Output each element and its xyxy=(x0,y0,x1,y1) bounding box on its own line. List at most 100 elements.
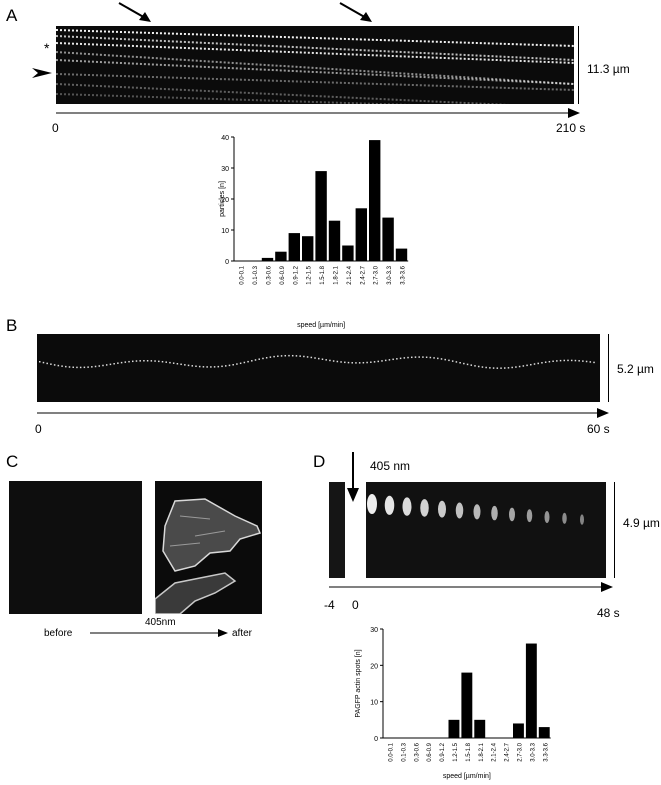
kymo-dot xyxy=(299,355,301,357)
kymo-dot xyxy=(184,364,186,366)
kymo-dot xyxy=(355,362,357,364)
after-label: after xyxy=(232,628,253,639)
x-tick-label: 0.1-0.3 xyxy=(401,742,407,761)
kymo-dot xyxy=(314,357,316,359)
time-end-d: 48 s xyxy=(597,606,620,620)
scale-label-a: 11.3 µm xyxy=(587,62,630,76)
kymo-dot xyxy=(79,366,82,369)
kymo-dot xyxy=(582,360,584,362)
kymo-dot xyxy=(384,359,387,362)
x-tick-label: 2.1-2.4 xyxy=(347,265,353,284)
kymo-dot xyxy=(556,360,558,362)
kymo-dot xyxy=(109,363,112,366)
kymo-dot xyxy=(76,366,78,369)
kymo-dot xyxy=(585,360,588,363)
kymo-dot xyxy=(437,357,439,360)
x-tick-label: 1.8-2.1 xyxy=(479,742,485,761)
kymo-dot xyxy=(329,359,331,362)
kymo-dot xyxy=(347,361,350,364)
x-tick-label: 0.3-0.6 xyxy=(267,265,273,284)
bar xyxy=(302,236,314,261)
kymo-dot xyxy=(65,365,67,368)
kymo-dot xyxy=(284,354,287,357)
kymo-dot xyxy=(306,356,309,358)
histogram-a: 0 10 20 30 40 0.0-0.1 0.1-0.3 0.3-0.6 0.6-0.9 0.9… xyxy=(219,135,409,329)
time-arrow-b xyxy=(37,408,609,418)
kymo-dot xyxy=(574,359,577,362)
kymo-dot xyxy=(440,358,443,360)
panel-letter-a: A xyxy=(6,6,18,25)
kymo-dot xyxy=(589,361,592,363)
asterisk-marker: * xyxy=(44,40,50,56)
kymo-dot xyxy=(433,357,435,359)
kymo-dot xyxy=(239,362,242,365)
kymo-dot xyxy=(403,357,406,359)
x-tick-label: 0.1-0.3 xyxy=(253,265,259,284)
arrow-label-405nm: 405nm xyxy=(145,617,176,628)
kymo-dot xyxy=(377,360,380,363)
kymo-dot xyxy=(68,366,71,368)
kymo-dot xyxy=(548,360,551,363)
time-start-b: 0 xyxy=(35,422,42,436)
kymo-dot xyxy=(578,360,580,362)
y-tick-label: 10 xyxy=(370,700,378,707)
arrowhead-icon xyxy=(32,68,52,78)
scale-bar-a xyxy=(578,26,579,104)
y-tick-label: 30 xyxy=(221,166,229,173)
x-tick-label: 0.6-0.9 xyxy=(427,742,433,761)
kymo-dot xyxy=(91,366,93,368)
kymo-dot xyxy=(559,359,562,362)
laser-label: 405 nm xyxy=(370,459,411,473)
kymo-dot xyxy=(533,363,536,365)
kymo-dot xyxy=(522,365,525,367)
kymo-dot xyxy=(537,362,539,365)
kymo-dot xyxy=(544,361,547,363)
x-tick-label: 1.2-1.5 xyxy=(453,742,459,761)
kymo-dot xyxy=(280,355,283,357)
kymo-dot xyxy=(161,360,164,363)
kymo-dot xyxy=(191,365,194,367)
y-tick-label: 40 xyxy=(221,135,229,142)
x-tick-label: 0.0-0.1 xyxy=(388,742,394,761)
bar xyxy=(525,643,537,738)
bar xyxy=(288,233,300,261)
kymo-dot xyxy=(72,366,74,369)
kymo-dot xyxy=(254,359,257,361)
scale-label-d: 4.9 µm xyxy=(623,516,660,530)
kymo-dot xyxy=(451,360,454,362)
kymo-dot xyxy=(105,364,108,366)
kymo-dot xyxy=(530,363,532,366)
kymo-dot xyxy=(515,366,517,368)
kymo-dot xyxy=(392,358,394,361)
kymo-spot xyxy=(544,511,550,523)
x-tick-label: 3.3-3.6 xyxy=(543,742,549,761)
kymo-dot xyxy=(429,356,432,359)
time-start-a: 0 xyxy=(52,121,59,135)
x-axis-label: speed [µm/min] xyxy=(443,773,491,780)
kymo-dot xyxy=(87,366,89,368)
kymo-dot xyxy=(325,359,327,361)
kymo-dot xyxy=(370,361,372,363)
kymo-dot xyxy=(388,359,391,361)
kymo-dot xyxy=(98,365,101,367)
kymo-dot xyxy=(132,360,134,363)
kymograph-a xyxy=(56,26,574,104)
time-start-d: 0 xyxy=(352,598,359,612)
kymo-dot xyxy=(425,356,428,359)
bar xyxy=(448,719,460,738)
x-axis-label: speed [µm/min] xyxy=(297,322,345,329)
x-tick-label: 2.1-2.4 xyxy=(492,742,498,761)
bar xyxy=(474,719,486,738)
panel-letter-d: D xyxy=(313,452,326,471)
kymo-dot xyxy=(143,359,145,362)
kymo-dot xyxy=(463,362,465,365)
scale-bar-d xyxy=(614,482,615,578)
kymo-dot xyxy=(269,356,272,358)
kymo-spot xyxy=(438,500,446,518)
kymo-dot xyxy=(332,360,335,362)
kymo-dot xyxy=(492,367,495,369)
bar xyxy=(369,140,381,261)
kymo-dot xyxy=(46,362,48,365)
kymo-dot xyxy=(362,361,365,364)
kymo-dot xyxy=(102,364,104,367)
